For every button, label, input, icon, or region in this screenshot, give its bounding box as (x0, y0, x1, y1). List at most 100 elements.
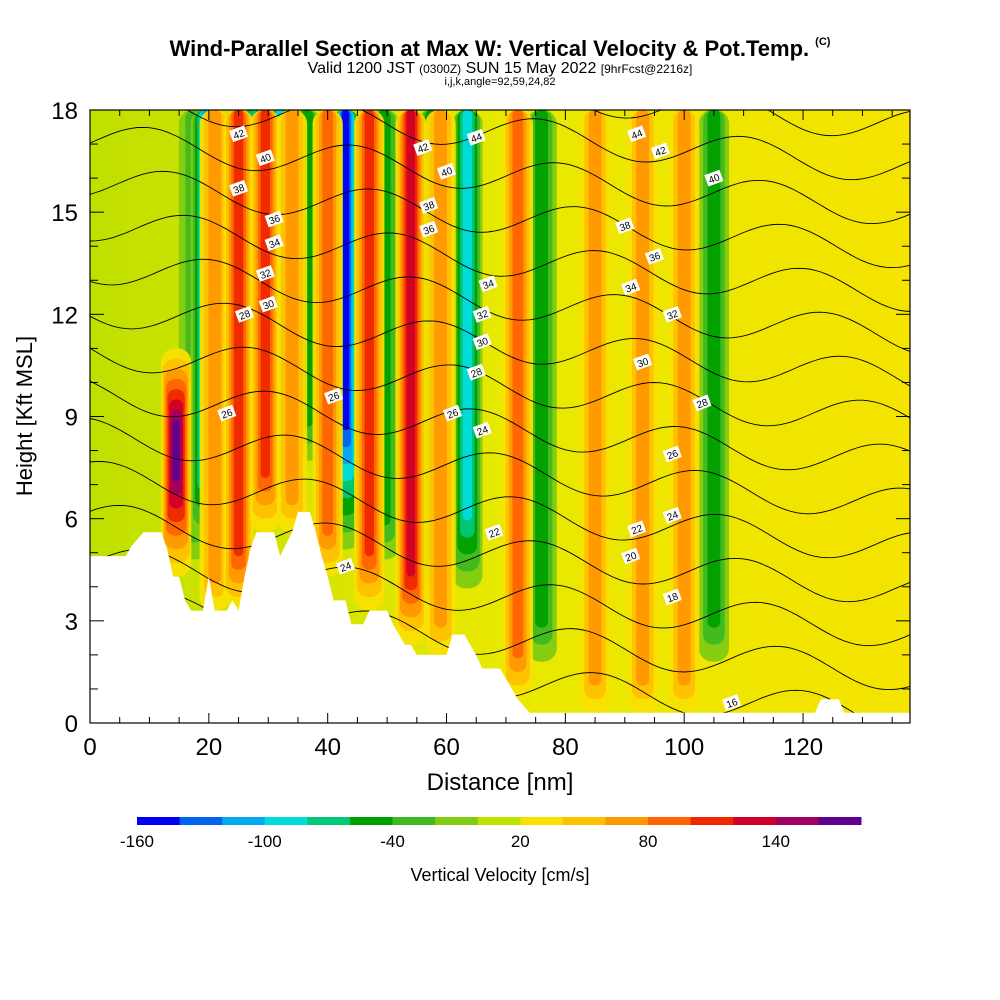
theta-label-text: 40 (440, 165, 455, 179)
theta-label-text: 36 (422, 223, 437, 237)
theta-label-text: 20 (624, 550, 639, 564)
theta-contour-line (90, 214, 910, 312)
theta-label: 22 (484, 523, 504, 541)
theta-label-background (413, 139, 433, 156)
theta-label: 26 (662, 445, 682, 463)
downdraft-band (707, 110, 721, 628)
theta-label-text: 32 (666, 308, 681, 322)
theta-label-background (229, 125, 249, 143)
updraft-band (588, 110, 602, 686)
colorbar-segment (562, 817, 606, 825)
velocity-columns (161, 110, 730, 713)
theta-label-text: 42 (654, 145, 669, 159)
x-tick-label: 0 (83, 734, 96, 761)
updraft-band (364, 110, 374, 557)
colorbar-segment (648, 817, 692, 825)
theta-label-background (264, 234, 284, 252)
theta-contour-line (90, 170, 910, 269)
updraft-band (677, 110, 691, 686)
downdraft-band (462, 110, 473, 521)
theta-label: 36 (264, 210, 284, 227)
theta-label-background (419, 197, 439, 214)
theta-label-text: 34 (624, 281, 639, 295)
theta-label-background (633, 353, 653, 371)
theta-label-text: 22 (630, 523, 645, 537)
updraft-band (636, 110, 650, 686)
theta-label: 34 (621, 278, 641, 296)
colorbar-segment (137, 817, 181, 825)
theta-label: 26 (324, 387, 344, 405)
theta-label: 20 (621, 547, 641, 565)
theta-contour-line (90, 548, 910, 647)
terrain-mask (90, 511, 910, 723)
x-tick-label: 60 (433, 734, 460, 761)
theta-label-background (472, 421, 492, 439)
colorbar-tick-label: 80 (639, 832, 658, 851)
theta-label: 28 (234, 305, 255, 323)
plot-area: 42 40 38 36 34 32 30 28 26 26 24 42 44 40 38 36 34 32 30 28… (90, 110, 910, 723)
y-tick-label: 9 (65, 405, 78, 432)
updraft-band (233, 110, 244, 557)
theta-label-text: 34 (268, 237, 283, 251)
theta-label-text: 28 (470, 366, 485, 380)
theta-label-background (615, 217, 635, 235)
theta-label: 42 (229, 125, 249, 143)
theta-label-text: 26 (327, 390, 342, 404)
x-tick-label: 20 (195, 734, 222, 761)
theta-label-background (217, 404, 237, 422)
theta-contour-line (90, 418, 910, 515)
updraft-band (406, 110, 416, 577)
updraft-band (285, 110, 299, 506)
theta-label-background (627, 520, 647, 538)
colorbar-segment (264, 817, 308, 825)
theta-label-text: 44 (470, 131, 485, 145)
theta-label-text: 38 (232, 182, 247, 196)
theta-label-background (621, 278, 641, 296)
theta-label-background (662, 506, 682, 524)
theta-label-text: 28 (238, 308, 253, 322)
x-tick-label: 80 (552, 734, 579, 761)
y-axis-label: Height [Kft MSL] (12, 336, 37, 496)
y-tick-label: 6 (65, 507, 78, 534)
theta-contour-line (90, 258, 910, 352)
theta-label-text: 38 (422, 200, 437, 214)
theta-label-text: 38 (618, 220, 633, 234)
theta-label-text: 32 (259, 268, 274, 282)
theta-label-background (692, 394, 712, 412)
theta-label-text: 36 (268, 213, 283, 227)
theta-label-text: 24 (666, 509, 681, 523)
x-tick-label: 120 (783, 734, 823, 761)
colorbar-tick-label: -40 (380, 832, 405, 851)
y-tick-label: 12 (51, 302, 78, 329)
theta-label: 32 (472, 305, 492, 323)
chart-subtitle: Valid 1200 JST (0300Z) SUN 15 May 2022 [… (0, 60, 1000, 78)
colorbar-tick-label: -100 (248, 832, 282, 851)
theta-label-background (662, 445, 682, 463)
theta-label-text: 24 (339, 560, 354, 574)
theta-label-background (722, 694, 742, 711)
theta-label-background (234, 305, 255, 323)
x-tick-label: 100 (664, 734, 704, 761)
theta-label: 24 (662, 506, 682, 524)
theta-label-background (650, 142, 670, 160)
downdraft-band (535, 110, 549, 628)
colorbar-segment (477, 817, 521, 825)
y-tick-label: 0 (65, 711, 78, 738)
copyright-mark: (C) (815, 36, 831, 48)
updraft-band (172, 419, 180, 482)
theta-label: 34 (264, 234, 284, 252)
theta-label: 30 (258, 295, 278, 313)
theta-label-background (436, 162, 457, 180)
theta-label-background (704, 169, 724, 187)
theta-label-text: 24 (476, 424, 491, 438)
theta-label-background (478, 275, 498, 293)
colorbar-segment (818, 817, 862, 825)
theta-label: 18 (662, 588, 682, 605)
theta-label-text: 34 (482, 278, 497, 292)
theta-contour-line (90, 504, 910, 603)
theta-contour-labels: 42 40 38 36 34 32 30 28 26 26 24 42 44 40 38 36 34 32 30 28… (217, 125, 742, 711)
theta-label: 44 (627, 125, 647, 142)
theta-label: 40 (704, 169, 724, 187)
theta-label-background (472, 305, 492, 323)
